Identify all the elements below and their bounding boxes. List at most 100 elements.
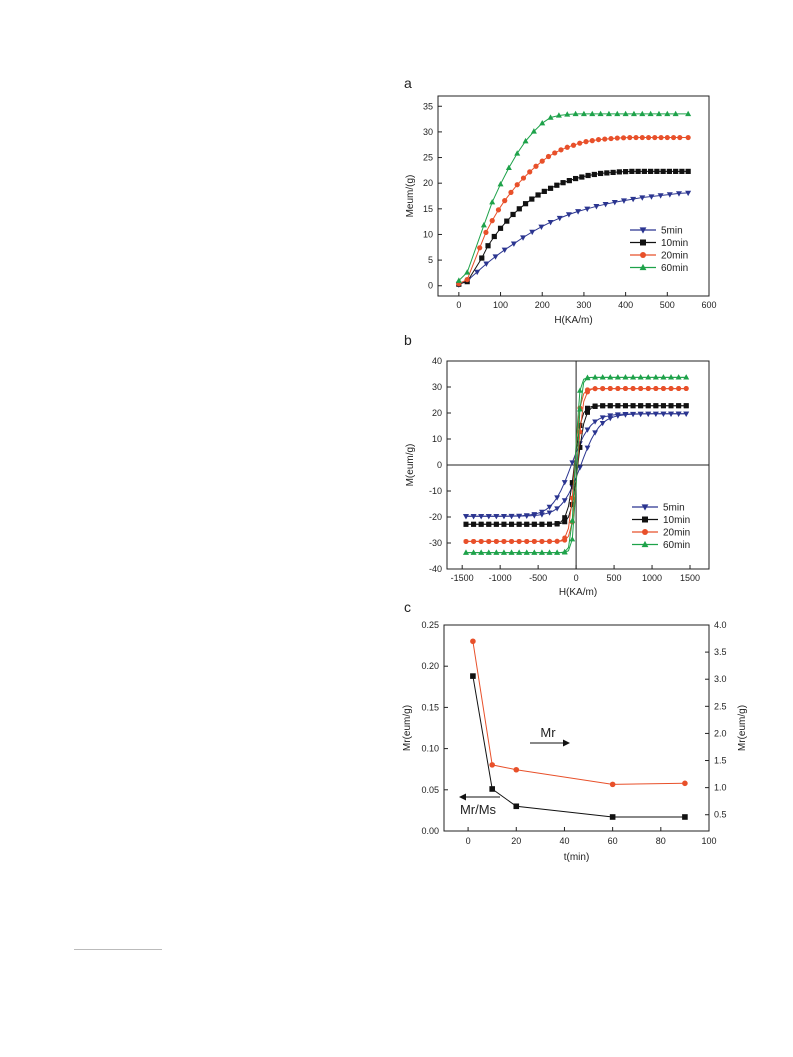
legend-item: 20min: [632, 528, 690, 539]
data-point: [605, 110, 612, 117]
data-point: [545, 153, 552, 160]
legend-label: 60min: [663, 540, 690, 551]
data-point: [668, 374, 674, 380]
data-point: [483, 261, 490, 267]
data-point: [593, 204, 600, 210]
data-point: [554, 495, 561, 501]
y-tick-label: 25: [423, 153, 433, 163]
data-point: [510, 241, 517, 247]
data-point: [647, 110, 654, 117]
data-point: [522, 137, 529, 144]
data-point: [478, 521, 484, 527]
data-point: [489, 218, 495, 224]
data-point: [585, 172, 591, 179]
legend-label: 20min: [663, 528, 690, 539]
data-point: [660, 411, 667, 417]
annotation-text: Mr/Ms: [460, 802, 497, 817]
data-point: [685, 168, 691, 174]
data-point: [670, 134, 677, 141]
data-point: [577, 429, 583, 435]
data-point: [562, 535, 568, 541]
data-point: [648, 168, 654, 174]
data-point: [645, 386, 651, 392]
x-tick-label: 100: [701, 836, 716, 846]
legend-label: 10min: [663, 515, 690, 526]
data-point: [508, 513, 515, 520]
data-point: [633, 134, 639, 141]
data-point: [516, 549, 523, 555]
data-point: [531, 512, 538, 518]
y-tick-label: 30: [423, 127, 433, 137]
legend-marker: [640, 239, 646, 246]
series-mr-ms: [470, 673, 688, 820]
data-point: [622, 386, 628, 392]
y-tick-label: -10: [429, 486, 442, 496]
series-line: [472, 641, 685, 785]
data-point: [522, 201, 529, 207]
series-10min: [463, 403, 689, 527]
data-point: [639, 195, 646, 201]
data-point: [576, 465, 583, 471]
data-point: [513, 803, 520, 810]
data-point: [592, 403, 598, 409]
x-tick-label: 0: [466, 836, 471, 846]
data-point: [598, 170, 604, 177]
series-60min: [455, 110, 692, 283]
data-point: [539, 521, 545, 527]
data-point: [547, 114, 554, 120]
x-tick-label: 400: [618, 300, 633, 310]
data-point: [630, 196, 637, 203]
data-point: [614, 412, 621, 418]
data-point: [463, 549, 469, 555]
data-point: [486, 538, 492, 544]
data-point: [554, 549, 561, 555]
data-point: [513, 766, 520, 773]
data-point: [675, 374, 682, 380]
series-10min: [456, 168, 691, 287]
data-point: [648, 194, 655, 200]
y-tick-label: 35: [423, 101, 433, 111]
x-tick-label: 500: [660, 300, 675, 310]
data-point: [577, 140, 583, 146]
data-point: [610, 169, 616, 176]
data-point: [630, 374, 636, 380]
data-point: [652, 411, 659, 417]
data-point: [660, 386, 666, 392]
data-point: [608, 135, 614, 142]
data-point: [637, 411, 644, 417]
y2-tick-label: 1.0: [714, 783, 727, 793]
data-point: [584, 427, 591, 433]
data-point: [595, 136, 602, 143]
data-point: [584, 409, 590, 415]
data-point: [576, 406, 583, 412]
legend-marker: [642, 516, 648, 523]
data-point: [556, 215, 563, 222]
plot-frame: [437, 95, 710, 297]
data-point: [535, 192, 541, 198]
data-point: [509, 538, 515, 544]
data-point: [583, 139, 589, 145]
data-point: [683, 411, 690, 417]
data-point: [570, 142, 577, 148]
data-point: [531, 521, 537, 527]
data-point: [480, 222, 487, 228]
data-point: [591, 171, 597, 178]
data-point: [584, 387, 590, 393]
data-point: [474, 269, 481, 276]
data-point: [514, 182, 520, 188]
data-point: [622, 110, 629, 117]
data-point: [658, 134, 664, 141]
data-point: [501, 549, 507, 555]
data-point: [478, 549, 485, 555]
data-point: [620, 198, 627, 204]
data-point: [666, 192, 673, 198]
data-point: [682, 780, 688, 787]
x-tick-label: 0: [456, 300, 461, 310]
data-point: [577, 422, 583, 428]
data-point: [531, 549, 538, 555]
data-point: [653, 403, 659, 409]
data-point: [677, 134, 683, 141]
data-point: [668, 386, 674, 392]
plot-frame: [443, 624, 710, 832]
data-point: [493, 521, 499, 527]
